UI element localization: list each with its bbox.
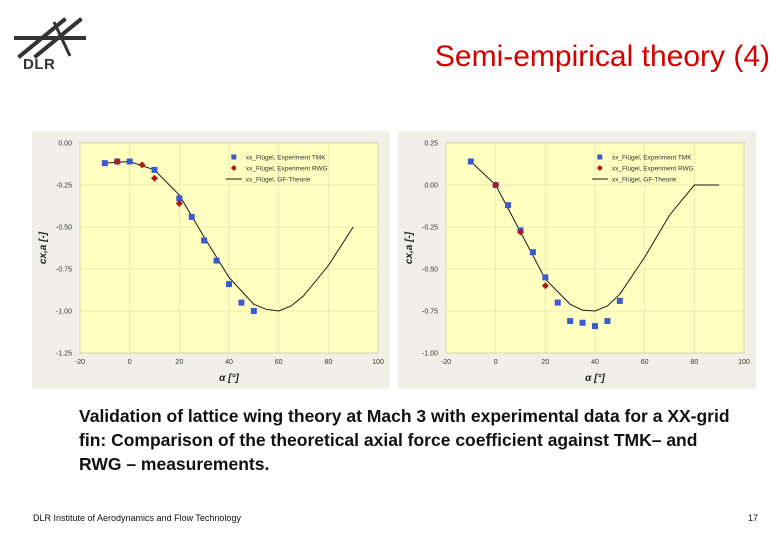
legend-label: xx_Flügel, GF-Theorie [612,177,677,184]
legend-label: xx_Flügel, GF-Theorie [246,177,311,184]
data-point-tmk [226,281,232,288]
dlr-logo-icon [14,17,86,59]
legend-label: xx_Flügel, Experiment RWG [246,166,328,173]
y-tick-label: -0.25 [56,183,72,190]
y-tick-label: 0.25 [424,141,438,148]
data-point-tmk [579,319,586,326]
y-tick-label: -0.50 [56,225,72,232]
data-point-tmk [467,158,474,165]
data-point-rwg [151,174,158,182]
x-tick-label: 60 [641,359,649,366]
data-point-tmk [188,213,195,220]
data-point-rwg [517,228,524,236]
data-point-tmk [616,297,623,304]
legend-marker-rwg [596,165,603,171]
data-point-tmk [201,237,208,244]
y-axis-label: cx,a [-] [38,231,49,264]
x-tick-label: 40 [225,359,233,366]
legend-marker-tmk [231,154,237,160]
data-point-tmk [101,160,108,167]
y-tick-label: -0.50 [422,267,438,274]
legend-label: xx_Flügel, Experiment TMK [612,155,692,162]
x-tick-label: 80 [324,359,332,366]
data-point-tmk [176,195,183,202]
logo-text: DLR [23,56,56,73]
x-axis-label: α [°] [585,373,605,384]
data-point-rwg [175,199,183,207]
y-tick-label: -0.75 [422,309,438,316]
x-tick-label: 80 [690,359,698,366]
y-tick-label: 0.00 [424,183,438,190]
data-point-tmk [529,249,536,256]
data-point-tmk [151,166,158,173]
data-point-tmk [238,299,245,306]
y-tick-label: -0.25 [422,225,438,232]
chart-right: -20 0 20 40 60 80 100 0.25 0.00 -0.25 -0.50 -0.75 -1… [398,131,756,389]
data-point-rwg [113,157,121,165]
legend-label: xx_Flügel, Experiment TMK [246,155,326,162]
x-tick-label: 0 [128,359,132,366]
legend-marker-tmk [597,154,603,160]
legend-marker-rwg [230,165,237,171]
y-axis-label: cx,a [-] [404,231,415,264]
x-tick-label: 20 [541,359,549,366]
data-point-tmk [126,158,133,165]
data-point-tmk [604,318,611,325]
data-point-rwg [138,161,146,169]
x-tick-label: 40 [591,359,599,366]
y-tick-label: -1.25 [56,351,72,358]
dlr-logo [14,16,90,78]
data-point-tmk [554,299,561,306]
x-tick-label: -20 [441,359,451,366]
x-axis-label: α [°] [219,373,239,384]
x-tick-label: 20 [175,359,183,366]
data-point-rwg [541,282,549,290]
data-point-tmk [542,274,549,281]
data-point-tmk [505,202,512,209]
data-point-tmk [567,318,574,325]
x-tick-label: 100 [738,359,750,366]
data-point-tmk [250,308,257,314]
footer-institute: DLR Institute of Aerodynamics and Flow T… [33,513,241,523]
page-number: 17 [748,513,759,523]
y-tick-label: -0.75 [56,267,72,274]
y-tick-label: -1.00 [422,351,438,358]
chart-left: -20 0 20 40 60 80 100 0.00 -0.25 -0.50 -0.75 -1.00 -… [32,131,390,389]
legend-label: xx_Flügel, Experiment RWG [612,166,694,173]
data-point-tmk [592,323,598,330]
y-tick-label: -1.00 [56,309,72,316]
x-tick-label: 100 [372,359,384,366]
y-tick-label: 0.00 [58,141,72,148]
data-point-tmk [213,257,220,264]
caption: Validation of lattice wing theory at Mac… [79,406,730,474]
slide-title: Semi-empirical theory (4) [434,40,770,73]
data-point-rwg [492,181,500,189]
x-tick-label: 0 [494,359,498,366]
x-tick-label: -20 [75,359,85,366]
x-tick-label: 60 [275,359,283,366]
